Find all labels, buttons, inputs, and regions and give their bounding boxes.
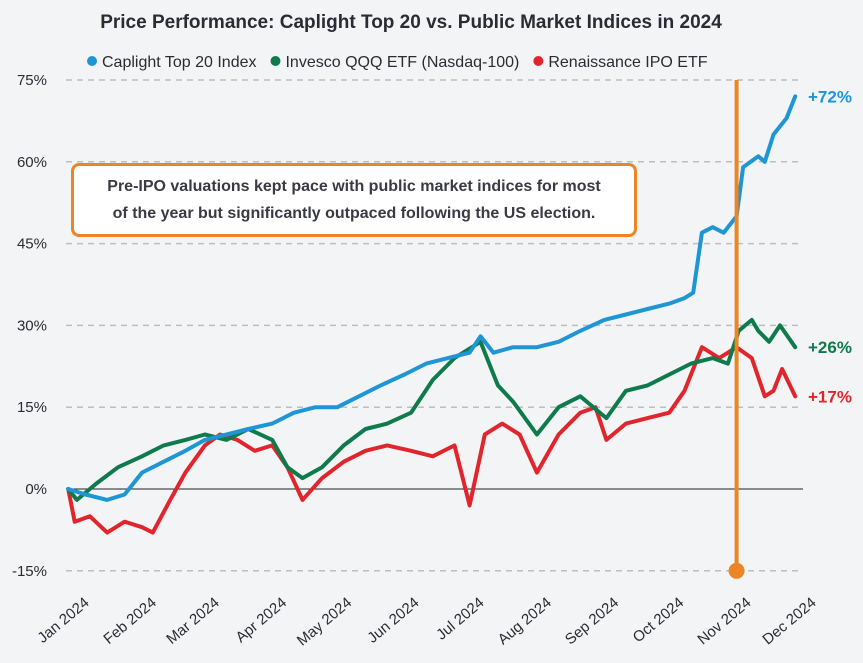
series-end-label: +26%	[808, 338, 852, 357]
legend-label: Renaissance IPO ETF	[548, 54, 707, 71]
end-labels: +72% +26% +17%	[808, 87, 852, 406]
y-tick-label: 60%	[17, 154, 47, 171]
grid	[66, 79, 803, 572]
series-line	[66, 345, 798, 535]
x-tick-label: Dec 2024	[759, 594, 819, 648]
legend-swatch	[87, 56, 97, 66]
x-tick-label: Apr 2024	[232, 594, 290, 646]
y-tick-label: 30%	[17, 317, 47, 334]
legend: Caplight Top 20 Index Invesco QQQ ETF (Na…	[87, 54, 708, 71]
series-end-label: +17%	[808, 387, 852, 406]
y-tick-label: -15%	[12, 563, 47, 580]
x-tick-label: Jul 2024	[433, 594, 487, 643]
x-tick-label: Aug 2024	[495, 594, 555, 648]
election-marker	[728, 80, 745, 579]
x-tick-label: Jun 2024	[364, 594, 422, 647]
legend-label: Invesco QQQ ETF (Nasdaq-100)	[285, 54, 519, 71]
y-tick-label: 15%	[17, 399, 47, 416]
legend-swatch	[270, 56, 281, 66]
x-axis: Jan 2024 Feb 2024 Mar 2024 Apr 2024 May 2024…	[34, 594, 819, 649]
x-tick-label: Mar 2024	[163, 594, 222, 648]
annotation-line-2: of the year but significantly outpaced f…	[112, 205, 596, 222]
y-axis: -15% 0% 15% 30% 45% 60% 75%	[12, 72, 47, 580]
y-tick-label: 45%	[17, 236, 47, 253]
series-end-label: +72%	[808, 87, 852, 106]
x-tick-label: Jan 2024	[34, 594, 92, 647]
series-line	[66, 317, 798, 502]
series-line	[66, 94, 798, 502]
legend-swatch	[533, 56, 544, 66]
x-tick-label: May 2024	[294, 594, 355, 649]
legend-label: Caplight Top 20 Index	[102, 54, 256, 71]
x-tick-label: Sep 2024	[562, 594, 622, 648]
x-tick-label: Oct 2024	[630, 594, 688, 646]
y-tick-label: 75%	[17, 72, 47, 89]
annotation-line-1: Pre-IPO valuations kept pace with public…	[107, 178, 601, 195]
x-tick-label: Feb 2024	[100, 594, 159, 648]
x-tick-label: Nov 2024	[694, 594, 754, 648]
annotation-callout: Pre-IPO valuations kept pace with public…	[71, 163, 637, 237]
chart-title: Price Performance: Caplight Top 20 vs. P…	[100, 12, 722, 33]
y-tick-label: 0%	[25, 481, 47, 498]
series-lines	[66, 94, 798, 535]
election-dot	[728, 562, 745, 579]
